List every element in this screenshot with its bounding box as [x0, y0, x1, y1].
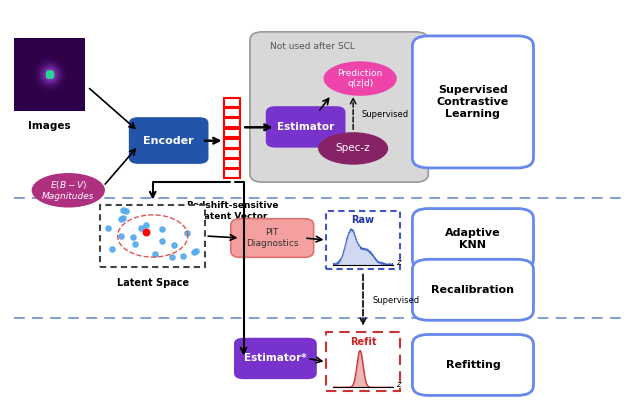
Bar — [225, 149, 241, 158]
Point — [141, 221, 152, 228]
Text: z: z — [396, 380, 401, 389]
Point — [167, 254, 177, 260]
Point — [118, 215, 129, 222]
Point — [116, 216, 126, 223]
Ellipse shape — [31, 173, 105, 207]
Point — [189, 249, 200, 256]
Point — [141, 229, 152, 235]
Bar — [225, 118, 241, 127]
Point — [116, 233, 126, 239]
Point — [169, 241, 179, 248]
Bar — [225, 139, 241, 148]
Text: Encoder: Encoder — [143, 135, 194, 146]
Text: Latent Space: Latent Space — [116, 278, 189, 288]
Text: Not used after SCL: Not used after SCL — [270, 42, 355, 51]
Text: Spec-z: Spec-z — [336, 144, 371, 153]
FancyBboxPatch shape — [412, 259, 534, 320]
Text: Estimator*: Estimator* — [244, 353, 307, 364]
FancyBboxPatch shape — [412, 36, 534, 168]
Text: Refit: Refit — [350, 337, 376, 346]
FancyBboxPatch shape — [412, 209, 534, 270]
Text: Prediction
q(z|d): Prediction q(z|d) — [337, 69, 383, 88]
FancyBboxPatch shape — [412, 335, 534, 396]
Bar — [225, 98, 241, 107]
Point — [107, 246, 117, 252]
FancyBboxPatch shape — [250, 32, 428, 182]
FancyBboxPatch shape — [231, 219, 314, 257]
Point — [121, 208, 131, 214]
Point — [118, 207, 129, 213]
Text: $E(B-V)$
Magnitudes: $E(B-V)$ Magnitudes — [42, 179, 95, 202]
Text: Estimator: Estimator — [277, 122, 334, 132]
Point — [157, 238, 167, 244]
Bar — [225, 169, 241, 178]
Ellipse shape — [318, 132, 388, 165]
Point — [179, 253, 189, 259]
Bar — [100, 204, 205, 267]
Text: z: z — [396, 258, 401, 267]
Text: Supervised
Contrastive
Learning: Supervised Contrastive Learning — [437, 85, 509, 119]
Bar — [225, 159, 241, 168]
Text: Recalibration: Recalibration — [431, 285, 515, 295]
FancyBboxPatch shape — [266, 106, 346, 148]
Text: Refitting: Refitting — [445, 360, 500, 370]
Text: Supervised: Supervised — [372, 297, 420, 306]
Point — [129, 240, 140, 247]
Text: Images: Images — [28, 121, 70, 131]
Point — [136, 225, 147, 231]
Text: Supervised: Supervised — [362, 110, 408, 119]
Bar — [326, 211, 399, 270]
Bar — [225, 108, 241, 117]
Point — [128, 234, 138, 240]
Point — [191, 247, 201, 254]
Point — [150, 251, 160, 258]
Text: Raw: Raw — [351, 215, 374, 225]
Bar — [225, 128, 241, 137]
Point — [157, 226, 167, 233]
Point — [182, 230, 192, 236]
FancyBboxPatch shape — [129, 117, 209, 164]
Ellipse shape — [323, 61, 397, 96]
FancyBboxPatch shape — [234, 338, 317, 379]
Bar — [326, 333, 399, 391]
Text: PIT
Diagnostics: PIT Diagnostics — [246, 228, 298, 248]
Point — [103, 225, 113, 232]
Text: Adaptive
KNN: Adaptive KNN — [445, 228, 500, 250]
Text: Redshift-sensitive
Latent Vector: Redshift-sensitive Latent Vector — [186, 201, 279, 220]
